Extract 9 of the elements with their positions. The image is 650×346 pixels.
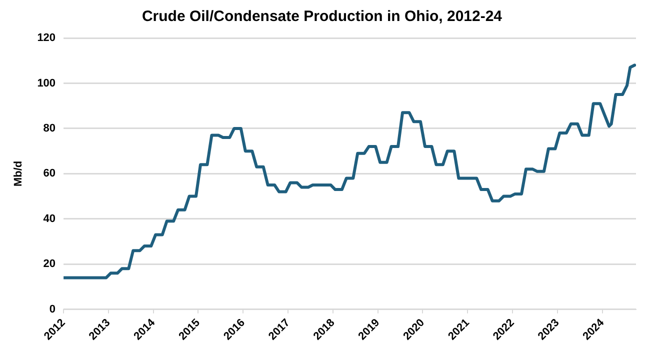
y-tick-label: 20: [43, 258, 56, 270]
chart-title: Crude Oil/Condensate Production in Ohio, 2012-24: [142, 8, 503, 26]
y-axis-title: Mb/d: [12, 160, 25, 187]
y-tick-label: 100: [37, 77, 56, 90]
y-tick-label: 0: [49, 303, 56, 316]
y-tick-label: 80: [43, 122, 56, 134]
y-tick-label: 40: [43, 212, 56, 225]
y-tick-label: 120: [37, 32, 56, 44]
y-tick-label: 60: [43, 168, 56, 180]
